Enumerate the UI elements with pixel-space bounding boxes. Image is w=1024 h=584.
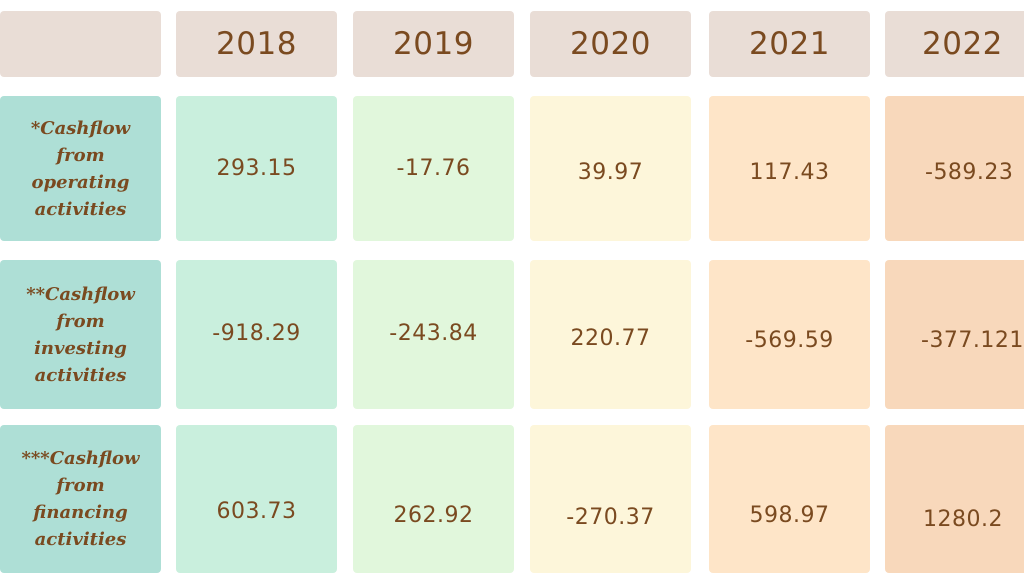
value-financing-2021: 598.97 — [709, 425, 870, 573]
row-label-financing: ***Cashflow from financing activities — [0, 425, 161, 573]
corner-cell — [0, 11, 161, 77]
column-header-2021: 2021 — [709, 11, 870, 77]
column-header-2018: 2018 — [176, 11, 337, 77]
value-investing-2018: -918.29 — [176, 260, 337, 409]
column-header-2020: 2020 — [530, 11, 691, 77]
value-investing-2021: -569.59 — [709, 260, 870, 409]
value-investing-2020: 220.77 — [530, 260, 691, 409]
value-operating-2022: -589.23 — [885, 96, 1024, 241]
value-financing-2019: 262.92 — [353, 425, 514, 573]
value-operating-2019: -17.76 — [353, 96, 514, 241]
row-label-operating: *Cashflow from operating activities — [0, 96, 161, 241]
column-header-2019: 2019 — [353, 11, 514, 77]
value-operating-2020: 39.97 — [530, 96, 691, 241]
value-operating-2018: 293.15 — [176, 96, 337, 241]
value-financing-2022: 1280.2 — [885, 425, 1024, 573]
value-financing-2018: 603.73 — [176, 425, 337, 573]
column-header-2022: 2022 — [885, 11, 1024, 77]
value-financing-2020: -270.37 — [530, 425, 691, 573]
row-label-investing: **Cashflow from investing activities — [0, 260, 161, 409]
value-operating-2021: 117.43 — [709, 96, 870, 241]
value-investing-2022: -377.121 — [885, 260, 1024, 409]
value-investing-2019: -243.84 — [353, 260, 514, 409]
